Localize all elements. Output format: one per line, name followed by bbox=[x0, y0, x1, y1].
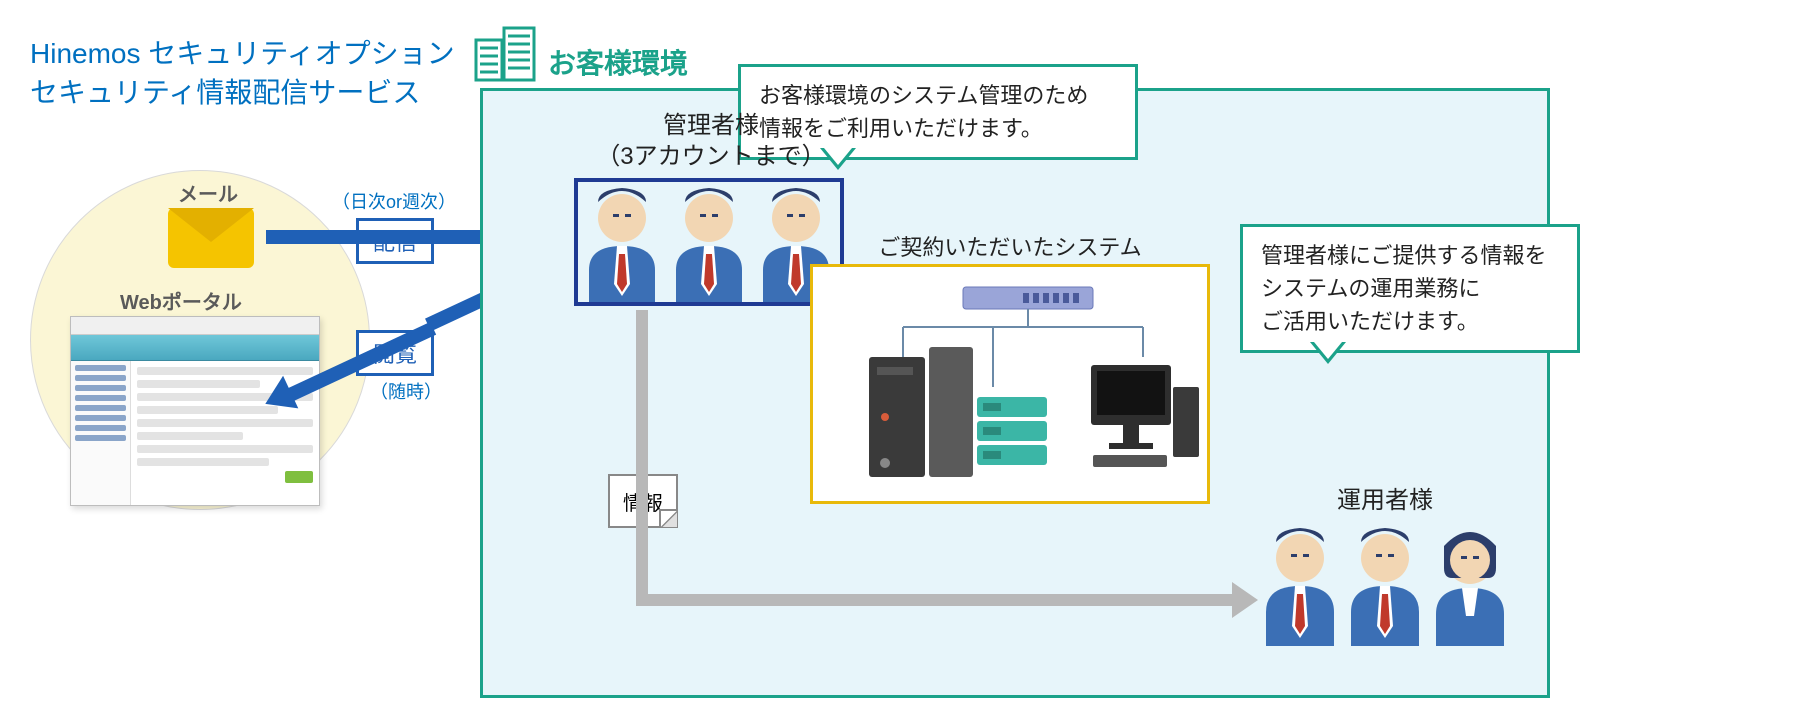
speech-operator-usage: 管理者様にご提供する情報を システムの運用業務に ご活用いただけます。 bbox=[1240, 224, 1580, 353]
admin-title-l1: 管理者様 bbox=[576, 110, 846, 141]
operator-group bbox=[1258, 516, 1512, 646]
portal-sidebar bbox=[71, 361, 131, 505]
system-title: ご契約いただいたシステム bbox=[810, 230, 1210, 262]
operator-title: 運用者様 bbox=[1270, 480, 1500, 515]
distribute-note: （日次or週次） bbox=[332, 188, 456, 214]
admin-title: 管理者様 （3アカウントまで） bbox=[576, 110, 846, 172]
speech2-l1: 管理者様にご提供する情報を bbox=[1261, 239, 1559, 272]
info-flow-vertical bbox=[636, 310, 648, 606]
mail-label: メール bbox=[178, 178, 238, 207]
admin-avatar-2 bbox=[670, 184, 748, 302]
operator-avatar-3 bbox=[1430, 524, 1510, 646]
service-title: Hinemos セキュリティオプション セキュリティ情報配信サービス bbox=[30, 34, 455, 112]
service-title-l2: セキュリティ情報配信サービス bbox=[30, 73, 455, 112]
browse-note: （随時） bbox=[370, 378, 442, 404]
portal-banner bbox=[71, 335, 319, 361]
operator-avatar-1 bbox=[1260, 524, 1340, 646]
webportal-label: Webポータル bbox=[120, 286, 242, 315]
info-flow-arrowhead bbox=[1232, 582, 1258, 618]
admin-title-l2: （3アカウントまで） bbox=[576, 141, 846, 172]
info-flow-horizontal bbox=[636, 594, 1234, 606]
buildings-icon bbox=[470, 22, 540, 84]
portal-main bbox=[131, 361, 319, 505]
speech2-l2: システムの運用業務に bbox=[1261, 272, 1559, 305]
speech2-l3: ご活用いただけます。 bbox=[1261, 305, 1559, 338]
admin-avatar-1 bbox=[583, 184, 661, 302]
portal-titlebar bbox=[71, 317, 319, 335]
customer-env-label: お客様環境 bbox=[548, 42, 688, 82]
mail-icon bbox=[168, 208, 254, 268]
speech1-l1: お客様環境のシステム管理のため bbox=[759, 79, 1117, 112]
system-box bbox=[810, 264, 1210, 504]
operator-avatar-2 bbox=[1345, 524, 1425, 646]
admin-box bbox=[574, 178, 844, 306]
system-graphics bbox=[813, 267, 1213, 507]
speech2-tail-inner bbox=[1314, 342, 1342, 359]
service-title-l1: Hinemos セキュリティオプション bbox=[30, 34, 455, 73]
